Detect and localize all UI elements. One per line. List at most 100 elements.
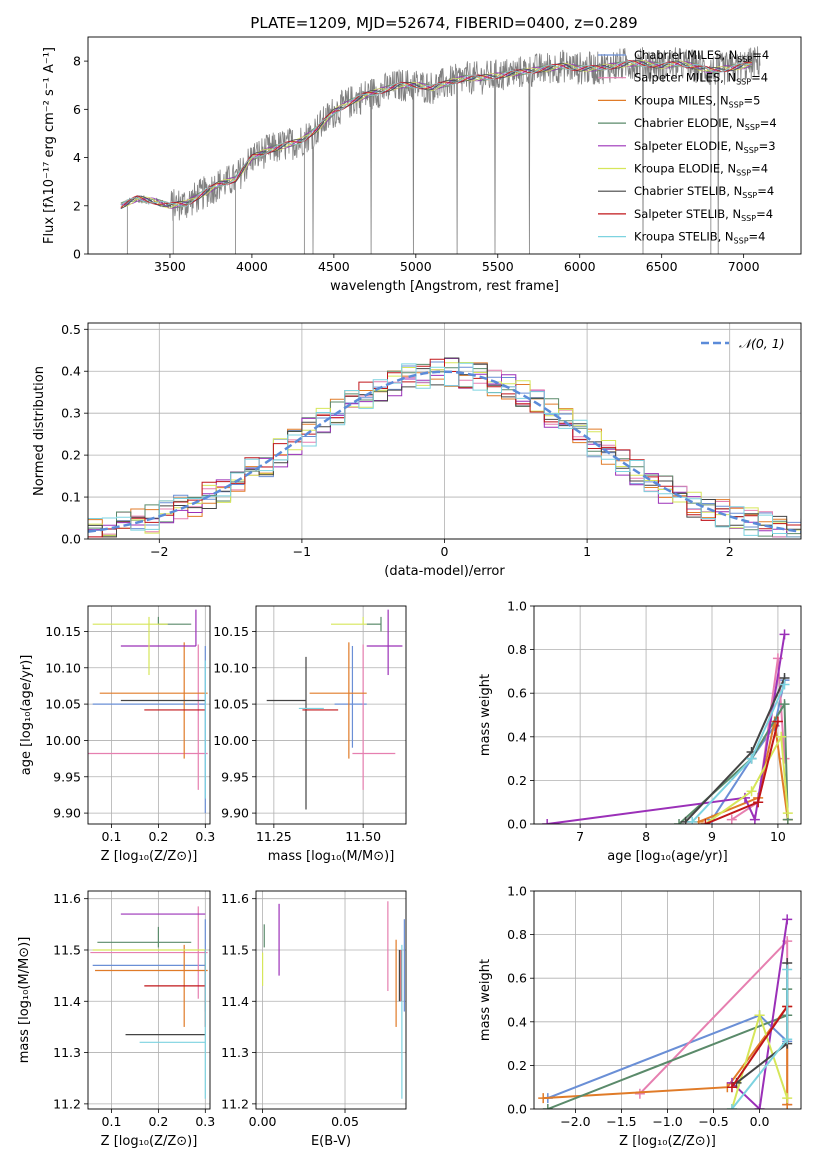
weight-series-marker [746,753,757,764]
residuals-ytick-label: 0.2 [61,448,81,463]
weight-series-marker [754,1104,765,1109]
weight_vs_age-ytick-label: 0.2 [507,773,527,788]
weight-series-line [731,919,789,1109]
mass_vs_Z-ytick-label: 11.6 [53,891,81,906]
spectrum-ylabel: Flux [fλ10⁻¹⁷ erg cm⁻² s⁻¹ A⁻¹] [42,47,57,244]
age_vs_mass-plot-area [266,609,403,810]
weight-series-marker [700,819,711,824]
errorbar-point [144,949,206,1027]
weight-series-marker [753,797,764,808]
age_vs_mass-xtick-label: 11.25 [256,829,292,844]
weight-series-marker [726,814,737,824]
mass_vs_Z-ytick-label: 11.3 [53,1045,81,1060]
weight_vs_Z-ytick-label: 0.0 [507,1102,527,1117]
legend-label: Salpeter ELODIE, NSSP=3 [634,139,776,155]
age_vs_Z-xtick-label: 0.3 [195,829,215,844]
weight-series-line [711,679,786,821]
errorbar-point [366,616,382,632]
mass_vs_Z-ytick-label: 11.2 [53,1096,81,1111]
legend-label: Salpeter STELIB, NSSP=4 [634,207,773,223]
weight_vs_age-ylabel: mass weight [478,674,493,756]
weight-series-marker [674,819,685,824]
age_vs_Z-axes: 0.1 0.2 0.3 9.90 9.95 10.00 10.05 10.10 10.15 Z [… [19,605,215,864]
spectrum-ytick-label: 2 [73,198,81,213]
weight-series-marker [772,716,783,727]
age_vs_mass-xtick-label: 11.50 [345,829,381,844]
residuals-xlabel: (data-model)/error [384,564,505,579]
spectrum-xtick-label: 4500 [318,259,350,274]
errorbar-point [366,609,403,676]
weight-series-line [684,677,786,823]
age_vs_Z-ytick-label: 10.00 [45,733,81,748]
weight_vs_Z-axes: −2.0 −1.5 −1.0 −0.5 0.0 0.0 0.2 0.4 0.6 0.8 1.0 Z [… [478,884,802,1149]
weight_vs_Z-ytick-label: 0.8 [507,927,527,942]
spectrum-ytick-label: 4 [73,150,81,165]
age_vs_mass-xlabel: mass [log₁₀(M/M⊙)] [268,849,395,864]
spectrum-plot-area [120,46,761,254]
weight_vs_Z-ytick-label: 0.4 [507,1014,527,1029]
weight_vs_age-xtick-label: 7 [576,829,584,844]
age_vs_mass-frame [255,605,407,825]
legend-label: Salpeter MILES, NSSP=4 [634,71,768,87]
spectrum-model-line [120,60,752,209]
mass_vs_ebv-plot-area [261,901,405,1099]
mass_vs_ebv-frame [255,890,407,1110]
weight-series-marker [542,1104,553,1109]
spectrum-xlabel: wavelength [Angstrom, rest frame] [330,279,559,294]
weight-series-marker [782,808,793,819]
residuals-ylabel: Normed distribution [32,366,47,496]
errorbar-point [120,609,197,647]
weight-series-marker [542,819,553,824]
weight-series-marker [782,964,793,975]
weight-series-marker [782,1034,793,1045]
weight_vs_Z-xtick-label: −0.5 [698,1114,728,1129]
residuals-ytick-label: 0.1 [61,490,81,505]
mass_vs_ebv-ytick-label: 11.2 [221,1096,249,1111]
weight-series-marker [538,1093,549,1104]
weight_vs_age-frame [533,605,802,825]
residuals-ytick-label: 0.5 [61,322,81,337]
spectrum-xtick-label: 4000 [236,259,268,274]
residuals-axes: −2 −1 0 1 2 0.0 0.1 0.2 0.3 0.4 0.5 (data-model)/er… [32,322,802,579]
histogram-step-line [88,362,801,538]
weight_vs_age-xtick-label: 8 [642,829,650,844]
spectrum-xtick-label: 3500 [154,259,186,274]
legend-label: Kroupa ELODIE, NSSP=4 [634,162,768,178]
age_vs_Z-ytick-label: 10.05 [45,697,81,712]
age_vs_Z-xtick-label: 0.1 [102,829,122,844]
weight_vs_age-ytick-label: 0.0 [507,817,527,832]
spectrum-frame [87,36,802,255]
weight-series-line [547,634,786,824]
mass_vs_Z-ytick-label: 11.5 [53,942,81,957]
residuals-plot-area [88,357,801,538]
residuals-ytick-label: 0.4 [61,364,81,379]
residuals-legend: 𝒩(0, 1) [701,336,785,351]
age_vs_Z-ylabel: age [log₁₀(age/yr)] [19,655,34,776]
weight-series-marker [776,731,787,742]
age_vs_mass-ytick-label: 10.10 [213,660,249,675]
age_vs_Z-xtick-label: 0.2 [148,829,168,844]
age_vs_mass-ytick-label: 10.00 [213,733,249,748]
weight_vs_Z-plot-area [538,914,793,1109]
spectrum-xtick-label: 5000 [400,259,432,274]
weight_vs_age-ytick-label: 0.8 [507,642,527,657]
weight-series-marker [779,629,790,640]
legend-label: Chabrier ELODIE, NSSP=4 [634,116,777,132]
weight_vs_Z-ylabel: mass weight [478,959,493,1041]
weight_vs_Z-frame [533,890,802,1110]
errorbar-point [334,645,367,748]
spectrum-ytick-label: 0 [73,247,81,262]
age_vs_Z-frame [87,605,211,825]
weight-series-marker [634,1088,645,1099]
weight-series-marker [726,1082,737,1093]
weight_vs_age-axes: 7 8 9 10 0.0 0.2 0.4 0.6 0.8 1.0 age [log₁₀(age/yr… [478,599,802,864]
age_vs_mass-axes: 11.25 11.50 9.90 9.95 10.00 10.05 10.10 10.15 ma… [213,605,407,864]
mass_vs_Z-frame [87,890,211,1110]
age_vs_Z-ytick-label: 10.10 [45,660,81,675]
errorbar-point [88,644,208,790]
weight_vs_Z-ytick-label: 0.2 [507,1058,527,1073]
errorbar-point [139,949,206,1099]
mass_vs_Z-axes: 0.1 0.2 0.3 11.2 11.3 11.4 11.5 11.6 Z [log₁₀(Z/… [17,890,215,1149]
